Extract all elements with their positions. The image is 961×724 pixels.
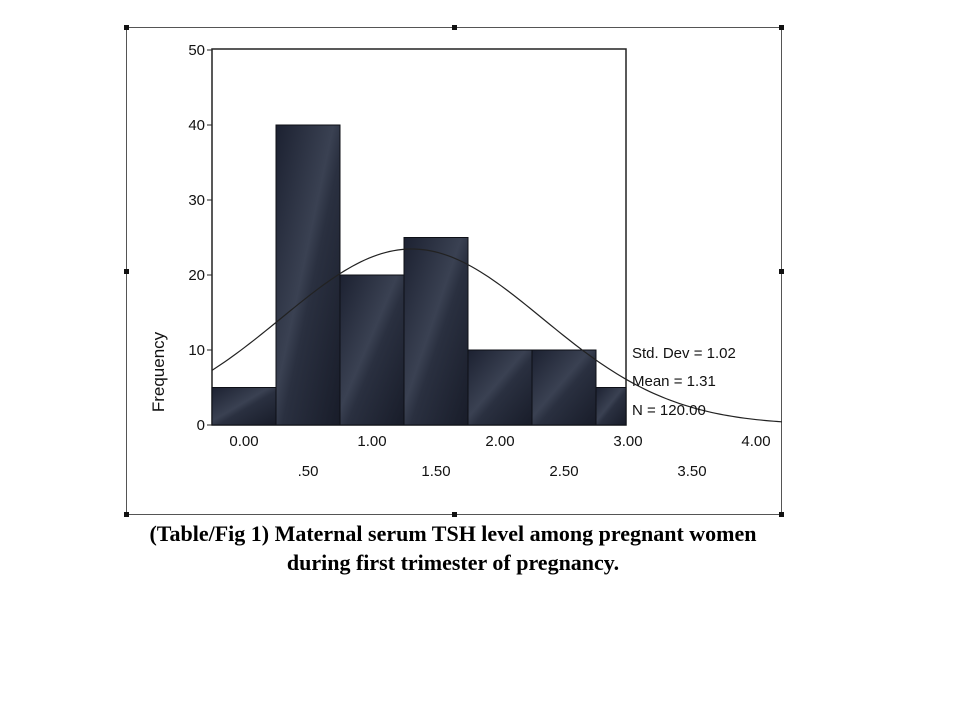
y-tick-label-4: 40: [188, 117, 205, 134]
caption-line-2: during first trimester of pregnancy.: [286, 550, 620, 575]
resize-handle-top-right[interactable]: [779, 25, 784, 30]
x-tick-label-row1-2: 2.00: [485, 433, 514, 450]
y-axis-title: Frequency: [149, 331, 168, 412]
caption-line-1: (Table/Fig 1) Maternal serum TSH level a…: [149, 521, 757, 546]
histogram-bar-1: [275, 124, 341, 426]
resize-handle-middle-right[interactable]: [779, 269, 784, 274]
resize-handle-middle-left[interactable]: [124, 269, 129, 274]
mean-label: Mean = 1.31: [632, 373, 716, 390]
x-tick-label-row2-2: 2.50: [549, 463, 578, 480]
histogram-bar-4: [467, 349, 533, 426]
x-tick-label-row2-0: .50: [298, 463, 319, 480]
x-tick-label-row1-3: 3.00: [613, 433, 642, 450]
histogram-bar-5: [531, 349, 597, 426]
y-tick-label-3: 30: [188, 192, 205, 209]
x-tick-label-row1-1: 1.00: [357, 433, 386, 450]
x-tick-label-row2-1: 1.50: [421, 463, 450, 480]
y-tick-label-1: 10: [188, 342, 205, 359]
x-tick-label-row2-3: 3.50: [677, 463, 706, 480]
y-tick-label-5: 50: [188, 42, 205, 59]
n-label: N = 120.00: [632, 402, 706, 419]
histogram-bar-3: [403, 237, 469, 426]
y-axis: 0 10 20 30 40 50: [188, 42, 212, 434]
x-tick-label-row1-4: 4.00: [741, 433, 770, 450]
y-tick-label-0: 0: [197, 417, 205, 434]
resize-handle-top-left[interactable]: [124, 25, 129, 30]
resize-handle-bottom-middle[interactable]: [452, 512, 457, 517]
y-tick-label-2: 20: [188, 267, 205, 284]
std-dev-label: Std. Dev = 1.02: [632, 345, 736, 362]
resize-handle-bottom-left[interactable]: [124, 512, 129, 517]
x-tick-label-row1-0: 0.00: [229, 433, 258, 450]
histogram-bar-0: [211, 387, 277, 426]
histogram-bar-2: [339, 274, 405, 426]
resize-handle-bottom-right[interactable]: [779, 512, 784, 517]
resize-handle-top-middle[interactable]: [452, 25, 457, 30]
histogram-bar-6: [595, 387, 627, 426]
figure-caption: (Table/Fig 1) Maternal serum TSH level a…: [0, 519, 906, 577]
normal-curve: [211, 248, 782, 423]
x-axis: 0.001.002.003.004.005.006.00.501.502.503…: [229, 433, 770, 480]
bars-group: [211, 124, 627, 426]
